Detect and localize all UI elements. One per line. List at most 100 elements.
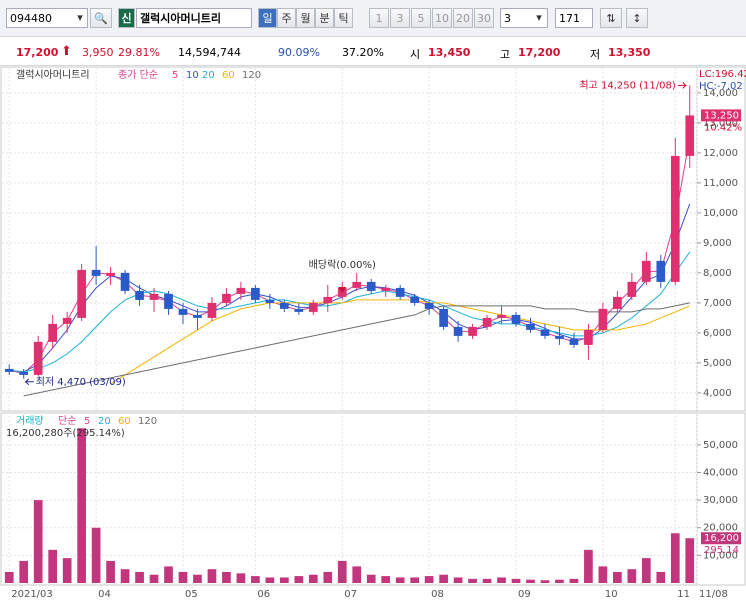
x-tick-label: 11/08: [699, 589, 728, 600]
candle-body: [424, 302, 434, 309]
volume-bar: [670, 533, 680, 583]
x-tick-label: 06: [257, 589, 270, 600]
candle-body: [77, 269, 86, 318]
period-button[interactable]: 주: [277, 8, 296, 28]
y-tick-label: 10,000: [703, 550, 738, 561]
y-tick-label: 9,000: [703, 238, 732, 249]
period-button[interactable]: 일: [258, 8, 277, 28]
ma-line: [9, 251, 691, 373]
volume-bar: [149, 574, 159, 583]
legend-entry: 5: [84, 416, 90, 427]
interval-button[interactable]: 1: [369, 8, 389, 28]
x-tick-label: 11: [677, 589, 690, 600]
volume-frame: [0, 412, 746, 586]
volume-bar: [685, 538, 695, 583]
candle-body: [395, 287, 405, 297]
candle-body: [381, 287, 391, 291]
dropdown[interactable]: ▾: [77, 11, 83, 24]
candle-body: [308, 302, 318, 312]
candle-body: [439, 308, 448, 327]
legend-label: 단순: [58, 415, 76, 427]
volume-bar: [164, 566, 173, 583]
volume-bar: [439, 574, 448, 583]
volume-bar: [482, 578, 492, 583]
high: 17,200: [518, 46, 561, 59]
candle-body: [685, 115, 695, 156]
code-input[interactable]: 094480: [6, 8, 88, 28]
legend-entry: 10: [186, 70, 199, 81]
ex-dividend-marker: [338, 287, 347, 293]
volume-bar: [381, 576, 391, 583]
count-input[interactable]: 171: [555, 8, 593, 28]
high-label: 고: [500, 48, 511, 61]
x-tick-label: 07: [344, 589, 357, 600]
y-tick-label: 12,000: [703, 148, 738, 159]
volume-tag: 16,200: [704, 533, 739, 544]
interval-button[interactable]: 30: [474, 8, 494, 28]
y-tick-label: 6,000: [703, 328, 732, 339]
volume-bar: [222, 571, 231, 583]
open: 13,450: [428, 46, 471, 59]
candle-body: [294, 308, 304, 312]
open-label: 시: [410, 48, 421, 61]
volume-bar: [337, 560, 347, 583]
candle-body: [526, 323, 535, 330]
period-button[interactable]: 분: [315, 8, 334, 28]
interval-button[interactable]: 3: [390, 8, 410, 28]
rate-tag: 10.42%: [704, 122, 742, 133]
volume-bar: [280, 577, 289, 583]
select[interactable]: 3: [500, 8, 548, 28]
period-button[interactable]: 틱: [334, 8, 353, 28]
legend-entry: 60: [222, 70, 235, 81]
legend-entry: 120: [138, 416, 157, 427]
candle-body: [584, 329, 593, 345]
volume-bar: [555, 579, 564, 583]
low-label: 저: [590, 48, 601, 61]
high-arrow: [677, 82, 687, 89]
interval-button[interactable]: 5: [411, 8, 431, 28]
candle-body: [670, 155, 680, 282]
volume-bar: [641, 558, 651, 583]
y-tick-label: 8,000: [703, 268, 732, 279]
legend-entry: 120: [242, 70, 261, 81]
candle-body: [598, 308, 608, 330]
price-tag: 13,250: [704, 110, 739, 121]
volume-bar: [294, 576, 304, 583]
legend-entry: 5: [172, 70, 178, 81]
period-button[interactable]: 월: [296, 8, 315, 28]
y-tick-label: 7,000: [703, 298, 732, 309]
y-tick-label: 11,000: [703, 178, 738, 189]
price: 17,200: [16, 46, 59, 59]
price-tag-bg: [701, 109, 741, 122]
volume-bar: [569, 578, 579, 583]
volume-bar: [178, 571, 188, 583]
candle-body: [91, 269, 101, 276]
candle-body: [62, 317, 72, 324]
interval-button[interactable]: 10: [432, 8, 452, 28]
volume-bar: [77, 428, 86, 583]
candle-body: [482, 317, 492, 327]
x-tick-label: 04: [98, 589, 111, 600]
dropdown[interactable]: ▾: [536, 11, 542, 24]
ex-dividend-label: 배당락(0.00%): [309, 259, 376, 271]
candle-body: [280, 302, 289, 309]
volume-bar: [265, 577, 275, 583]
x-tick-label: 08: [431, 589, 444, 600]
legend-entry: 20: [202, 70, 215, 81]
candle-body: [222, 293, 231, 303]
badge: 신: [118, 8, 135, 28]
updown-button[interactable]: ↕: [626, 8, 648, 28]
volume-bar: [453, 577, 463, 583]
candle-body: [656, 260, 666, 282]
candle-body: [323, 296, 333, 303]
search-button[interactable]: 🔍: [90, 8, 112, 28]
chart-subtitle: 16,200,280주(295.14%): [6, 428, 125, 439]
candle-button[interactable]: ⇅: [600, 8, 622, 28]
rate: 29.81%: [118, 46, 160, 59]
candle-body: [120, 272, 130, 291]
volume-bar: [193, 574, 202, 583]
interval-button[interactable]: 20: [453, 8, 473, 28]
candle-body: [135, 290, 144, 300]
y-tick-label: 40,000: [703, 467, 738, 478]
candle-body: [627, 281, 637, 297]
